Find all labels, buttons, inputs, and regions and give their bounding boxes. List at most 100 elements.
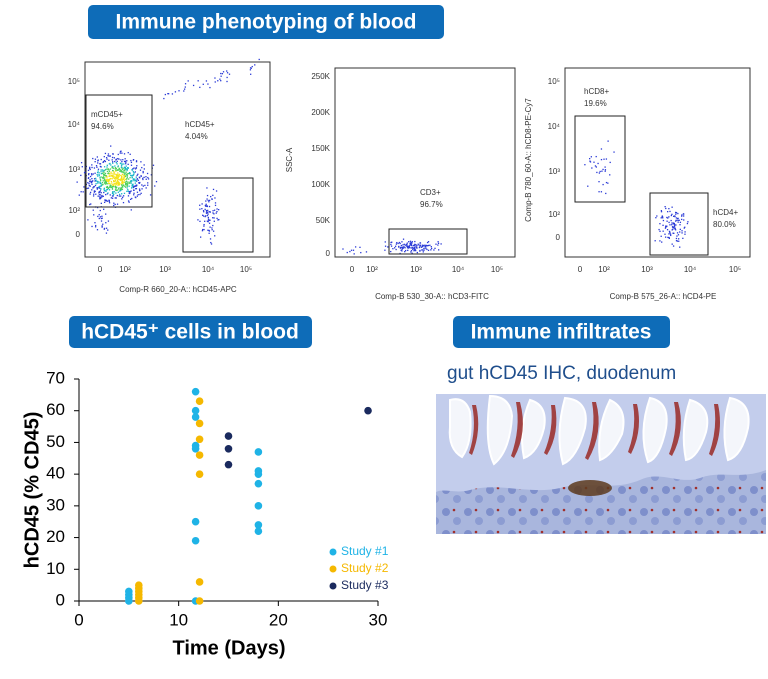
event-dot bbox=[132, 186, 135, 189]
event-dot bbox=[106, 200, 109, 202]
event-dot bbox=[422, 251, 424, 253]
event-dot bbox=[78, 194, 80, 196]
event-dot bbox=[94, 172, 96, 174]
event-dot bbox=[108, 173, 110, 175]
gate bbox=[182, 177, 254, 253]
y-tick-label: 60 bbox=[46, 400, 65, 419]
event-dot bbox=[202, 215, 205, 217]
x-tick-label: 10³ bbox=[410, 265, 422, 274]
event-dot bbox=[676, 217, 679, 220]
event-dot bbox=[674, 215, 676, 217]
event-dot bbox=[132, 178, 134, 181]
event-dot bbox=[390, 241, 392, 244]
event-dot bbox=[94, 180, 96, 182]
event-dot bbox=[390, 250, 392, 253]
event-dot bbox=[207, 199, 209, 202]
event-dot bbox=[90, 173, 93, 175]
event-dot bbox=[192, 84, 195, 87]
y-tick-label: 0 bbox=[56, 590, 65, 609]
event-dot bbox=[130, 209, 132, 211]
event-dot bbox=[99, 165, 102, 168]
event-dot bbox=[108, 200, 110, 202]
event-dot bbox=[129, 176, 131, 179]
event-dot bbox=[106, 178, 108, 180]
event-dot bbox=[113, 184, 115, 186]
event-dot bbox=[125, 163, 127, 165]
event-dot bbox=[113, 180, 115, 183]
event-dot bbox=[139, 189, 141, 191]
event-dot bbox=[116, 179, 119, 182]
event-dot bbox=[111, 184, 113, 186]
event-dot bbox=[128, 201, 130, 203]
event-dot bbox=[83, 172, 86, 174]
event-dot bbox=[139, 169, 142, 171]
event-dot bbox=[132, 168, 134, 170]
y-tick-label: 10⁴ bbox=[548, 122, 561, 131]
event-dot bbox=[673, 225, 676, 227]
event-dot bbox=[668, 233, 670, 235]
event-dot bbox=[87, 169, 90, 172]
event-dot bbox=[206, 194, 209, 197]
event-dot bbox=[117, 166, 119, 168]
event-dot bbox=[400, 246, 402, 249]
gate bbox=[85, 94, 153, 208]
event-dot bbox=[208, 211, 210, 213]
event-dot bbox=[132, 159, 135, 161]
event-dot bbox=[673, 226, 675, 228]
event-dot bbox=[206, 187, 208, 189]
event-dot bbox=[208, 222, 211, 224]
event-dot bbox=[120, 169, 122, 172]
gate-percent: 4.04% bbox=[185, 132, 208, 141]
event-dot bbox=[421, 249, 423, 251]
event-dot bbox=[99, 177, 101, 179]
event-dot bbox=[117, 169, 119, 171]
event-dot bbox=[86, 187, 88, 190]
event-dot bbox=[205, 203, 207, 205]
event-dot bbox=[91, 164, 93, 166]
event-dot bbox=[104, 190, 106, 192]
event-dot bbox=[109, 186, 111, 189]
event-dot bbox=[659, 230, 661, 232]
event-dot bbox=[106, 189, 108, 191]
event-dot bbox=[674, 228, 676, 230]
event-dot bbox=[204, 204, 207, 207]
event-dot bbox=[207, 83, 209, 85]
event-dot bbox=[121, 163, 123, 165]
event-dot bbox=[419, 246, 421, 248]
event-dot bbox=[395, 243, 398, 245]
event-dot bbox=[601, 170, 603, 172]
event-dot bbox=[103, 155, 105, 158]
event-dot bbox=[93, 190, 96, 192]
event-dot bbox=[679, 246, 681, 248]
event-dot bbox=[90, 203, 92, 205]
event-dot bbox=[138, 182, 141, 184]
event-dot bbox=[675, 212, 678, 214]
event-dot bbox=[139, 193, 141, 196]
event-dot bbox=[91, 178, 93, 180]
event-dot bbox=[600, 191, 603, 193]
event-dot bbox=[121, 168, 124, 171]
event-dot bbox=[212, 194, 214, 197]
event-dot bbox=[603, 158, 605, 160]
event-dot bbox=[103, 191, 105, 194]
event-dot bbox=[80, 162, 83, 164]
gate bbox=[574, 115, 626, 203]
event-dot bbox=[664, 233, 666, 235]
event-dot bbox=[410, 251, 412, 253]
event-dot bbox=[107, 220, 110, 222]
event-dot bbox=[142, 172, 144, 174]
event-dot bbox=[93, 186, 95, 188]
event-dot bbox=[413, 246, 416, 248]
event-dot bbox=[105, 199, 108, 202]
event-dot bbox=[116, 174, 118, 176]
event-dot bbox=[662, 217, 664, 219]
event-dot bbox=[114, 165, 116, 167]
event-dot bbox=[127, 200, 130, 202]
event-dot bbox=[206, 211, 209, 214]
event-dot bbox=[92, 209, 94, 211]
event-dot bbox=[97, 175, 99, 177]
event-dot bbox=[206, 211, 208, 213]
event-dot bbox=[89, 168, 91, 171]
event-dot bbox=[95, 183, 97, 185]
event-dot bbox=[104, 174, 107, 177]
